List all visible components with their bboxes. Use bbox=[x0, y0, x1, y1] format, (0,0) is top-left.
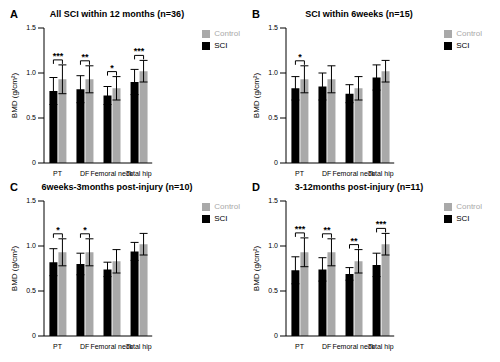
svg-text:Femoral neck: Femoral neck bbox=[90, 343, 133, 350]
html-text:SCI within 6weeks (n=15): SCI within 6weeks (n=15) bbox=[305, 9, 413, 19]
svg-text:Femoral neck: Femoral neck bbox=[332, 343, 375, 350]
svg-text:1.0: 1.0 bbox=[268, 242, 278, 249]
svg-text:PT: PT bbox=[53, 343, 63, 350]
svg-text:*: * bbox=[56, 225, 60, 235]
svg-text:1.5: 1.5 bbox=[268, 24, 278, 31]
svg-text:DF: DF bbox=[80, 343, 89, 350]
svg-text:Femoral neck: Femoral neck bbox=[90, 170, 133, 177]
svg-text:Total hip: Total hip bbox=[368, 343, 394, 351]
html-text:C: C bbox=[10, 181, 18, 193]
svg-text:Femoral neck: Femoral neck bbox=[332, 170, 375, 177]
svg-text:***: *** bbox=[295, 224, 306, 234]
svg-text:0: 0 bbox=[274, 332, 278, 339]
html-text:SCI: SCI bbox=[214, 214, 228, 223]
svg-text:***: *** bbox=[376, 219, 387, 229]
svg-text:1.5: 1.5 bbox=[26, 24, 36, 31]
html-text:Control: Control bbox=[214, 29, 240, 38]
html-text:6weeks-3months post-injury (n=: 6weeks-3months post-injury (n=10) bbox=[41, 182, 193, 192]
html-text:Control: Control bbox=[214, 202, 240, 211]
svg-text:0.5: 0.5 bbox=[268, 287, 278, 294]
svg-text:***: *** bbox=[53, 51, 64, 61]
html-text:All SCI within 12 months (n=36: All SCI within 12 months (n=36) bbox=[49, 9, 185, 19]
svg-text:BMD (g/cm²): BMD (g/cm²) bbox=[252, 73, 261, 119]
svg-text:*: * bbox=[110, 63, 114, 73]
html-text:SCI: SCI bbox=[456, 41, 470, 50]
svg-text:PT: PT bbox=[53, 170, 63, 177]
svg-text:Total hip: Total hip bbox=[368, 170, 394, 178]
svg-text:*: * bbox=[298, 52, 302, 62]
html-text:A: A bbox=[10, 8, 18, 20]
svg-text:0.5: 0.5 bbox=[268, 114, 278, 121]
html-text:Control: Control bbox=[456, 29, 482, 38]
svg-text:PT: PT bbox=[295, 343, 305, 350]
svg-text:1.0: 1.0 bbox=[26, 242, 36, 249]
svg-text:DF: DF bbox=[322, 170, 331, 177]
html-text:Control: Control bbox=[456, 202, 482, 211]
html-text:SCI: SCI bbox=[456, 214, 470, 223]
svg-text:1.0: 1.0 bbox=[268, 69, 278, 76]
svg-text:Total hip: Total hip bbox=[126, 170, 152, 178]
svg-text:0: 0 bbox=[32, 159, 36, 166]
html-text:D: D bbox=[252, 181, 260, 193]
svg-text:1.5: 1.5 bbox=[26, 197, 36, 204]
svg-text:*: * bbox=[83, 225, 87, 235]
svg-text:**: ** bbox=[81, 52, 89, 62]
svg-text:DF: DF bbox=[80, 170, 89, 177]
svg-text:0: 0 bbox=[274, 159, 278, 166]
svg-text:Total hip: Total hip bbox=[126, 343, 152, 351]
svg-text:0: 0 bbox=[32, 332, 36, 339]
html-text:SCI: SCI bbox=[214, 41, 228, 50]
svg-text:**: ** bbox=[351, 236, 359, 246]
svg-text:BMD (g/cm²): BMD (g/cm²) bbox=[252, 246, 261, 292]
svg-text:DF: DF bbox=[322, 343, 331, 350]
svg-text:0.5: 0.5 bbox=[26, 114, 36, 121]
html-text:3-12months post-injury (n=11): 3-12months post-injury (n=11) bbox=[294, 182, 424, 192]
html-text:B: B bbox=[252, 8, 260, 20]
svg-text:0.5: 0.5 bbox=[26, 287, 36, 294]
svg-text:PT: PT bbox=[295, 170, 305, 177]
svg-text:***: *** bbox=[134, 46, 145, 56]
svg-text:1.5: 1.5 bbox=[268, 197, 278, 204]
svg-text:BMD (g/cm²): BMD (g/cm²) bbox=[10, 246, 19, 292]
svg-text:1.0: 1.0 bbox=[26, 69, 36, 76]
svg-text:BMD (g/cm²): BMD (g/cm²) bbox=[10, 73, 19, 119]
svg-text:**: ** bbox=[323, 225, 331, 235]
